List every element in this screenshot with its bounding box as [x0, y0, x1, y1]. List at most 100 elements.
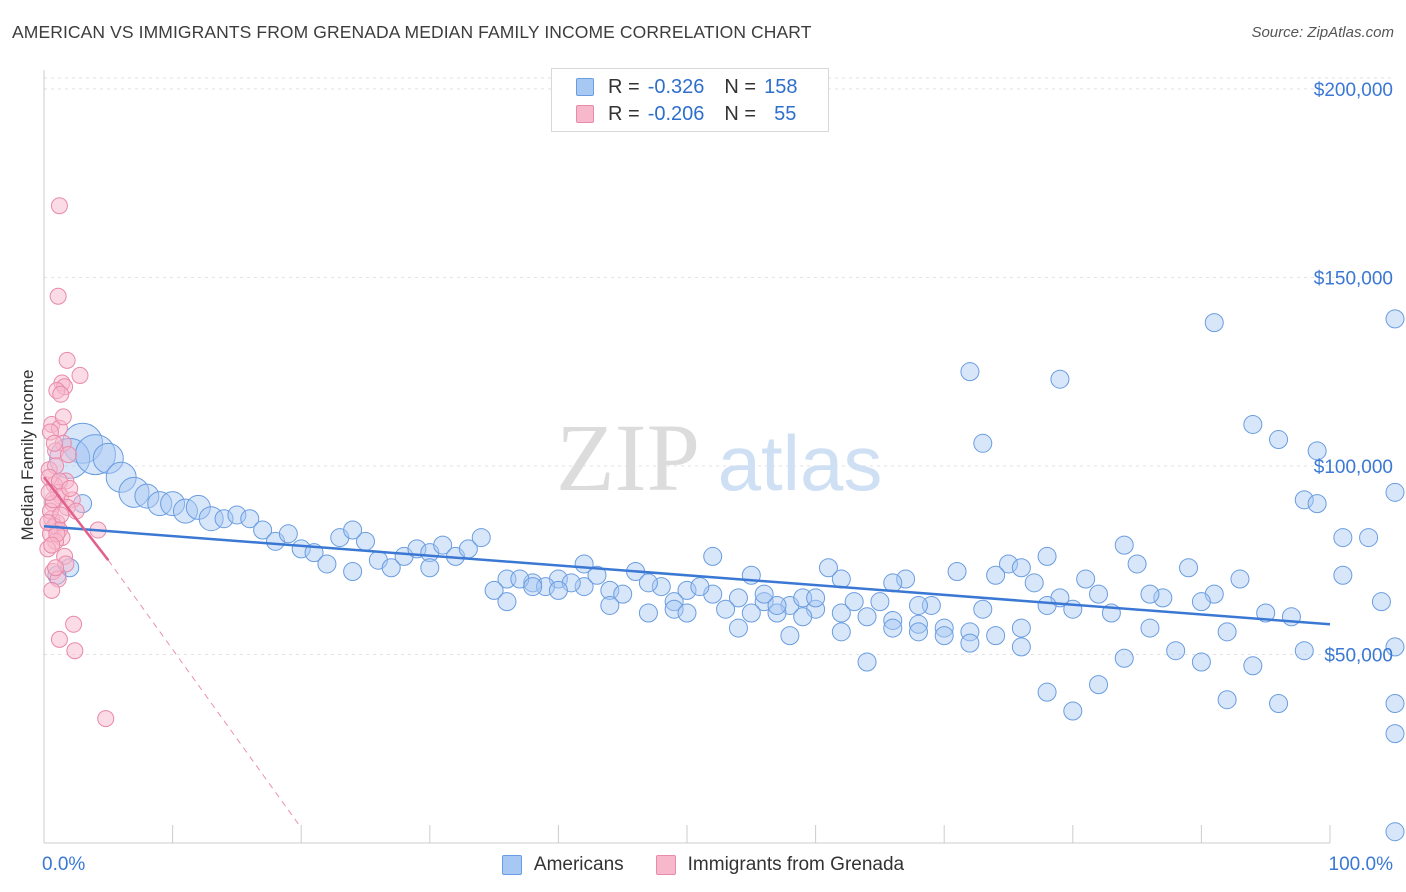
y-tick-label: $200,000 [1314, 80, 1393, 101]
data-point-americans [818, 558, 838, 578]
data-point-americans [1385, 482, 1405, 502]
data-point-americans [831, 622, 851, 642]
legend-swatch-grenada [655, 855, 676, 875]
data-point-americans [857, 652, 877, 672]
data-point-americans [574, 554, 594, 574]
data-point-americans [1191, 592, 1211, 612]
data-point-americans [793, 607, 813, 627]
trend-line-grenada-extension [107, 559, 302, 829]
data-point-americans [754, 584, 774, 604]
data-point-grenada [50, 630, 68, 648]
data-point-americans [1243, 656, 1263, 676]
data-point-americans [1153, 588, 1173, 608]
data-point-americans [343, 562, 363, 582]
data-point-americans [1024, 573, 1044, 593]
y-tick-label: $100,000 [1314, 457, 1393, 478]
data-point-americans [613, 584, 633, 604]
data-point-americans [1385, 724, 1405, 744]
data-point-americans [934, 618, 954, 638]
legend-item-grenada[interactable]: Immigrants from Grenada [655, 854, 905, 876]
data-point-americans [754, 592, 774, 612]
data-point-americans [1191, 652, 1211, 672]
x-tick-label: 100.0% [1329, 854, 1394, 875]
data-point-americans [844, 592, 864, 612]
legend-n-value: 55 [774, 102, 797, 125]
legend-label-grenada: Immigrants from Grenada [687, 854, 905, 875]
data-point-grenada [45, 434, 63, 452]
data-point-americans [278, 524, 298, 544]
legend-swatch-americans [501, 855, 522, 875]
source-label: Source: ZipAtlas.com [1251, 24, 1394, 41]
data-point-americans [1333, 528, 1353, 548]
watermark: ZIP atlas [556, 404, 882, 511]
watermark-zip: ZIP [556, 404, 700, 511]
series-legend: Americans Immigrants from Grenada [0, 852, 1406, 878]
data-point-americans [973, 599, 993, 619]
data-point-americans [638, 603, 658, 623]
data-point-americans [677, 603, 697, 623]
legend-n-label: N = [724, 75, 757, 98]
data-point-americans [548, 580, 568, 600]
data-point-americans [433, 535, 453, 555]
data-point-americans [999, 554, 1018, 574]
data-point-americans [1166, 641, 1186, 661]
data-point-grenada [50, 197, 68, 215]
data-point-americans [806, 588, 826, 608]
data-point-americans [1385, 637, 1405, 657]
data-point-americans [1307, 494, 1327, 514]
legend-label-americans: Americans [533, 854, 624, 875]
data-point-americans [1089, 675, 1109, 695]
data-point-americans [1037, 595, 1057, 615]
data-point-grenada [43, 581, 61, 599]
axes [43, 70, 1331, 844]
data-point-americans [134, 483, 160, 509]
data-point-americans [240, 509, 260, 529]
data-point-americans [908, 614, 928, 634]
data-point-americans [600, 595, 620, 615]
correlation-legend: R = -0.326 N = 158 R = -0.206 N = 55 [551, 68, 829, 132]
data-point-americans [1204, 313, 1224, 333]
data-point-grenada [71, 366, 89, 384]
data-point-americans [1385, 693, 1405, 713]
data-point-americans [934, 626, 954, 646]
data-point-americans [253, 520, 273, 540]
data-point-americans [741, 603, 761, 623]
data-point-americans [986, 626, 1006, 646]
data-point-grenada [59, 446, 77, 464]
data-point-americans [1114, 535, 1134, 555]
data-point-grenada [47, 559, 65, 577]
tick-labels: $50,000 $100,000 $150,000 $200,000 0.0% 100.0… [42, 80, 1393, 875]
data-point-americans [497, 592, 517, 612]
data-point-americans [1179, 558, 1199, 578]
data-point-grenada [65, 615, 83, 633]
data-point-americans [587, 565, 607, 585]
y-tick-label: $150,000 [1314, 268, 1393, 289]
data-point-americans [638, 573, 658, 593]
data-point-americans [1256, 603, 1276, 623]
data-point-grenada [49, 287, 67, 305]
data-point-americans [1037, 546, 1057, 566]
data-point-americans [92, 442, 124, 474]
data-point-americans [651, 577, 671, 597]
data-point-americans [973, 433, 993, 453]
data-point-grenada [58, 351, 76, 369]
data-point-grenada [66, 642, 84, 660]
data-point-americans [1037, 682, 1057, 702]
data-point-americans [960, 622, 980, 642]
data-point-americans [883, 611, 903, 631]
legend-swatch-grenada [576, 105, 594, 123]
data-point-americans [214, 509, 234, 529]
data-point-americans [1294, 641, 1314, 661]
legend-item-americans[interactable]: Americans [501, 854, 624, 876]
data-point-americans [1243, 414, 1263, 434]
data-point-grenada [54, 408, 72, 426]
data-point-americans [896, 569, 916, 589]
data-point-grenada [97, 710, 115, 728]
data-point-grenada [61, 480, 79, 498]
data-point-americans [1269, 430, 1289, 450]
legend-row-grenada: R = -0.206 N = 55 [576, 100, 796, 128]
data-point-americans [1359, 528, 1379, 548]
data-point-americans [883, 618, 903, 638]
data-point-americans [420, 558, 440, 578]
data-point-americans [1089, 584, 1109, 604]
